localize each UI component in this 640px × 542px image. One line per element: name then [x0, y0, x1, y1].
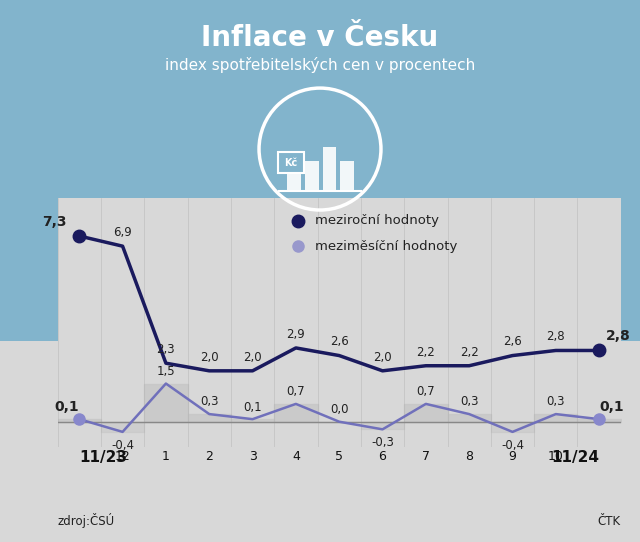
- Text: 2: 2: [205, 450, 213, 463]
- Text: 5: 5: [335, 450, 343, 463]
- Text: 3: 3: [248, 450, 257, 463]
- Text: Inflace v Česku: Inflace v Česku: [202, 24, 438, 53]
- Text: 2,0: 2,0: [243, 351, 262, 364]
- Text: 0,3: 0,3: [460, 396, 479, 409]
- Text: ČTK: ČTK: [598, 515, 621, 528]
- Text: 2,2: 2,2: [417, 346, 435, 359]
- Text: 0,3: 0,3: [200, 396, 218, 409]
- Text: 1,5: 1,5: [157, 365, 175, 378]
- Bar: [323, 147, 336, 191]
- Text: 11/23: 11/23: [79, 450, 127, 465]
- Text: 6,9: 6,9: [113, 226, 132, 239]
- Text: 0,1: 0,1: [243, 401, 262, 414]
- Text: 0,7: 0,7: [417, 385, 435, 398]
- Bar: [278, 152, 304, 173]
- Text: 9: 9: [509, 450, 516, 463]
- Text: 6: 6: [379, 450, 387, 463]
- Text: -0,4: -0,4: [111, 439, 134, 452]
- Text: 2,0: 2,0: [373, 351, 392, 364]
- Text: -0,4: -0,4: [501, 439, 524, 452]
- Text: meziroční hodnoty: meziroční hodnoty: [315, 214, 439, 227]
- Text: -0,3: -0,3: [371, 436, 394, 449]
- Text: 10: 10: [548, 450, 564, 463]
- Text: 7,3: 7,3: [42, 215, 67, 229]
- Text: 2,6: 2,6: [330, 335, 349, 349]
- Bar: [287, 172, 301, 191]
- Text: 8: 8: [465, 450, 473, 463]
- Text: 2,9: 2,9: [287, 328, 305, 341]
- Text: 2,8: 2,8: [547, 331, 565, 343]
- Text: 2,2: 2,2: [460, 346, 479, 359]
- Bar: [305, 162, 319, 191]
- Text: 0,1: 0,1: [54, 399, 79, 414]
- Text: 2,6: 2,6: [503, 335, 522, 349]
- Text: 2,3: 2,3: [157, 343, 175, 356]
- Text: 0,0: 0,0: [330, 403, 348, 416]
- Bar: [340, 162, 354, 191]
- Text: 0,7: 0,7: [287, 385, 305, 398]
- Text: zdroj:ČSÚ: zdroj:ČSÚ: [58, 513, 115, 528]
- Text: 7: 7: [422, 450, 430, 463]
- Text: index spotřebitelských cen v procentech: index spotřebitelských cen v procentech: [165, 57, 475, 73]
- Text: 0,1: 0,1: [599, 399, 624, 414]
- Text: 2,8: 2,8: [605, 330, 630, 343]
- Text: 11/24: 11/24: [551, 450, 599, 465]
- Text: 4: 4: [292, 450, 300, 463]
- Text: 2,0: 2,0: [200, 351, 218, 364]
- Text: 0,3: 0,3: [547, 396, 565, 409]
- Text: meziměsíční hodnoty: meziměsíční hodnoty: [315, 240, 458, 253]
- Text: 12: 12: [115, 450, 131, 463]
- Text: 1: 1: [162, 450, 170, 463]
- Text: Kč: Kč: [284, 158, 298, 167]
